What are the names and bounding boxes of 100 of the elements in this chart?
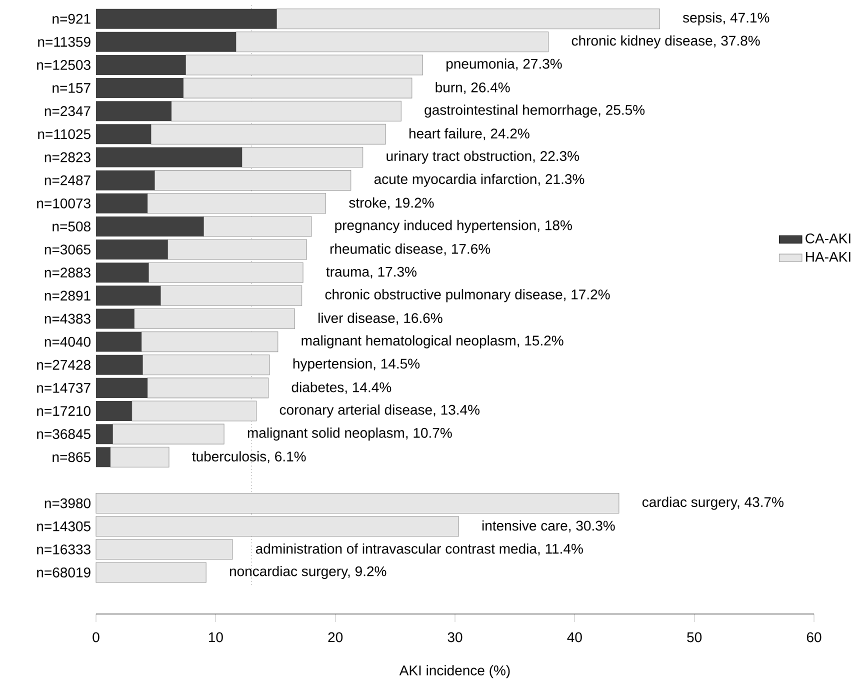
y-tick-label: n=3980 <box>44 498 91 508</box>
bar <box>96 147 242 168</box>
bar <box>96 539 233 560</box>
annotation: chronic obstructive pulmonary disease, 17.2% <box>325 289 610 302</box>
bar <box>96 516 459 537</box>
y-tick-label: n=2891 <box>44 290 90 301</box>
x-tick-label: 50 <box>687 632 702 642</box>
x-tick-label: 10 <box>208 632 223 642</box>
y-tick-label: n=157 <box>52 83 90 93</box>
y-tick-label: n=508 <box>52 222 90 232</box>
bar <box>96 401 132 422</box>
y-tick-label: n=14305 <box>37 521 90 532</box>
bar <box>168 239 307 260</box>
bar <box>150 124 386 144</box>
annotation: cardiac surgery, 43.7% <box>642 496 784 510</box>
bar <box>141 332 278 352</box>
bar <box>96 308 134 329</box>
y-tick-label: n=2823 <box>44 152 90 162</box>
bar <box>148 262 304 283</box>
annotation: tuberculosis, 6.1% <box>192 451 306 464</box>
bar <box>96 493 620 514</box>
bar <box>96 78 184 98</box>
bar <box>96 562 206 583</box>
annotation: pregnancy induced hypertension, 18% <box>335 220 572 233</box>
annotation: trauma, 17.3% <box>326 266 416 278</box>
bar <box>96 354 143 375</box>
bar <box>171 100 402 122</box>
y-tick-label: n=68019 <box>37 568 90 578</box>
bar <box>96 286 161 306</box>
y-tick-label: n=2347 <box>44 106 90 116</box>
bar <box>96 378 148 398</box>
bar <box>154 170 352 191</box>
bar <box>183 78 412 98</box>
annotation: sepsis, 47.1% <box>682 12 770 26</box>
y-tick-label: n=3065 <box>44 244 90 254</box>
bar <box>96 32 236 52</box>
annotation: administration of intravascular contrast media, 11.4% <box>256 543 583 556</box>
y-tick-label: n=14737 <box>37 382 90 393</box>
x-tick-label: 40 <box>567 632 582 642</box>
annotation: urinary tract obstruction, 22.3% <box>386 150 580 164</box>
bar <box>276 8 660 30</box>
bar <box>203 216 312 237</box>
y-tick-label: n=11359 <box>38 36 90 47</box>
bar <box>96 124 152 144</box>
y-tick-label: n=36845 <box>37 429 90 440</box>
y-tick-label: n=27428 <box>37 360 90 370</box>
x-tick-label: 0 <box>92 632 100 642</box>
annotation: coronary arterial disease, 13.4% <box>280 404 480 418</box>
annotation: stroke, 19.2% <box>349 197 434 210</box>
annotation: hypertension, 14.5% <box>293 358 420 372</box>
annotation: heart failure, 24.2% <box>409 128 530 140</box>
y-tick-label: n=10073 <box>37 198 90 208</box>
legend-label: HA-AKI <box>806 252 850 262</box>
y-tick-label: n=11025 <box>38 129 90 140</box>
annotation: liver disease, 16.6% <box>318 312 442 325</box>
bar <box>134 308 295 329</box>
bar <box>185 54 423 76</box>
bar <box>160 285 302 306</box>
bar <box>96 101 172 122</box>
annotation: intensive care, 30.3% <box>482 520 615 532</box>
annotation: noncardiac surgery, 9.2% <box>230 566 386 580</box>
y-tick-label: n=4040 <box>44 336 91 347</box>
x-tick-label: 20 <box>328 632 343 642</box>
bar <box>96 262 149 283</box>
y-tick-label: n=2487 <box>44 175 90 186</box>
bar <box>96 332 142 352</box>
x-tick-label: 60 <box>806 632 822 642</box>
annotation: burn, 26.4% <box>436 82 510 94</box>
bar <box>96 216 204 236</box>
bar <box>96 447 110 468</box>
y-tick-label: n=2883 <box>44 268 90 278</box>
bar <box>96 240 168 260</box>
bar <box>96 193 148 214</box>
x-axis-title: AKI incidence (%) <box>399 665 510 678</box>
bar <box>96 54 186 75</box>
y-tick-label: n=4383 <box>44 314 90 324</box>
bar <box>147 378 269 398</box>
bar <box>112 424 224 444</box>
annotation: acute myocardia infarction, 21.3% <box>374 174 584 187</box>
annotation: malignant hematological neoplasm, 15.2% <box>302 335 564 348</box>
bar <box>236 32 549 52</box>
y-tick-label: n=16333 <box>37 544 90 554</box>
legend-label: CA-AKI <box>806 233 850 244</box>
bar <box>242 146 364 168</box>
x-tick-label: 30 <box>448 632 462 642</box>
bar <box>96 170 155 190</box>
annotation: diabetes, 14.4% <box>292 382 392 394</box>
annotation: malignant solid neoplasm, 10.7% <box>248 428 452 441</box>
bar <box>132 400 257 422</box>
y-tick-label: n=921 <box>52 14 90 24</box>
annotation: pneumonia, 27.3% <box>446 58 562 72</box>
bar <box>142 354 270 376</box>
bar <box>147 193 326 214</box>
y-tick-label: n=12503 <box>37 60 90 70</box>
y-tick-label: n=865 <box>52 452 90 462</box>
bar <box>110 446 170 468</box>
annotation: gastrointestinal hemorrhage, 25.5% <box>424 104 645 118</box>
annotation: rheumatic disease, 17.6% <box>330 244 490 256</box>
bar <box>96 424 113 444</box>
y-tick-label: n=17210 <box>37 406 91 416</box>
